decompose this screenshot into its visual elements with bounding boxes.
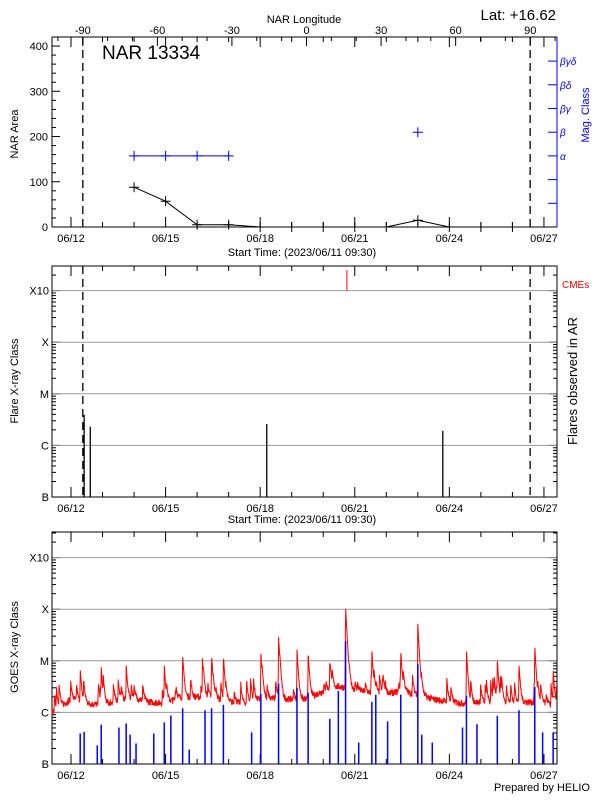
y-tick-label: X10 (29, 553, 49, 565)
mag-class-marker (412, 127, 423, 138)
y-tick-label: 200 (30, 132, 48, 144)
lon-tick-label: 30 (375, 25, 387, 37)
x-tick-label: 06/18 (246, 503, 274, 515)
x-tick-label: 06/15 (152, 503, 180, 515)
x-tick-label: 06/18 (246, 233, 274, 245)
x-tick-label: 06/21 (341, 770, 369, 782)
y-tick-label: 300 (30, 86, 48, 98)
y-tick-label: 0 (42, 222, 48, 234)
y2-tick-label: βγ (559, 105, 572, 116)
lon-tick-label: 0 (303, 25, 309, 37)
area-point-marker (255, 222, 266, 232)
lon-tick-label: -30 (224, 25, 240, 37)
y-tick-label: X (42, 604, 50, 616)
y2-tick-label: βδ (559, 81, 572, 92)
mag-class-marker (160, 150, 171, 161)
region-title: NAR 13334 (102, 43, 201, 64)
x-tick-label: 06/15 (152, 770, 180, 782)
x-tick-label: 06/27 (530, 770, 558, 782)
x-tick-label: 06/24 (436, 233, 464, 245)
x-tick-label: 06/21 (341, 233, 369, 245)
y-tick-label: X (42, 337, 50, 349)
flare-panel-frame (51, 265, 558, 498)
x-tick-label: 06/24 (436, 503, 464, 515)
lon-tick-label: -90 (75, 25, 91, 37)
x-tick-label: 06/18 (246, 770, 274, 782)
area-point-marker (286, 222, 297, 232)
area-point-marker (444, 222, 455, 232)
area-point-marker (160, 196, 171, 207)
area-point-marker (349, 222, 360, 232)
y2-axis-title-flares: Flares observed in AR (565, 317, 580, 445)
y2-axis-title-mag-class: Mag. Class (580, 87, 592, 143)
footer-credit: Prepared by HELIO (494, 782, 590, 794)
x-tick-label: 06/12 (57, 503, 85, 515)
cme-legend-label: CMEs (562, 280, 589, 291)
x-tick-label: 06/27 (530, 233, 558, 245)
x-axis-title-2: Start Time: (2023/06/11 09:30) (228, 514, 376, 526)
area-point-marker (318, 222, 329, 232)
goes-long-channel-line (51, 608, 557, 715)
y-tick-label: 100 (30, 177, 48, 189)
area-point-marker (381, 222, 392, 232)
x-axis-title-1: Start Time: (2023/06/11 09:30) (228, 247, 376, 259)
y-axis-title-area: NAR Area (9, 109, 21, 159)
y-axis-title-goes-class: GOES X-ray Class (9, 601, 21, 693)
goes-panel-frame (51, 531, 558, 765)
lon-tick-label: 90 (524, 25, 536, 37)
y-tick-label: M (40, 389, 49, 401)
lon-tick-label: 60 (450, 25, 462, 37)
latitude-annotation: Lat: +16.62 (481, 7, 556, 24)
area-point-marker (192, 219, 203, 230)
y2-tick-label: βγδ (559, 57, 577, 68)
y-tick-label: C (41, 440, 49, 452)
x-tick-label: 06/21 (341, 503, 369, 515)
area-point-marker (129, 182, 140, 193)
y-tick-label: M (40, 656, 49, 668)
area-point-marker (475, 222, 486, 232)
x-tick-label: 06/15 (152, 233, 180, 245)
x-tick-label: 06/12 (57, 233, 85, 245)
x-tick-label: 06/24 (436, 770, 464, 782)
area-point-marker (412, 215, 423, 226)
y2-tick-label: β (559, 128, 566, 139)
y-tick-label: B (42, 492, 49, 504)
area-point-marker (507, 222, 518, 232)
y-tick-label: X10 (29, 286, 49, 298)
area-point-marker (223, 219, 234, 230)
y-tick-label: B (42, 759, 49, 771)
x-tick-label: 06/12 (57, 770, 85, 782)
lon-tick-label: -60 (149, 25, 165, 37)
top-axis-title: NAR Longitude (267, 14, 342, 26)
y2-tick-label: α (560, 152, 566, 163)
mag-class-marker (129, 150, 140, 161)
mag-class-marker (192, 150, 203, 161)
y-tick-label: C (41, 707, 49, 719)
y-axis-title-flare-class: Flare X-ray Class (9, 338, 21, 423)
y-tick-label: 400 (30, 41, 48, 53)
mag-class-marker (223, 150, 234, 161)
x-tick-label: 06/27 (530, 503, 558, 515)
